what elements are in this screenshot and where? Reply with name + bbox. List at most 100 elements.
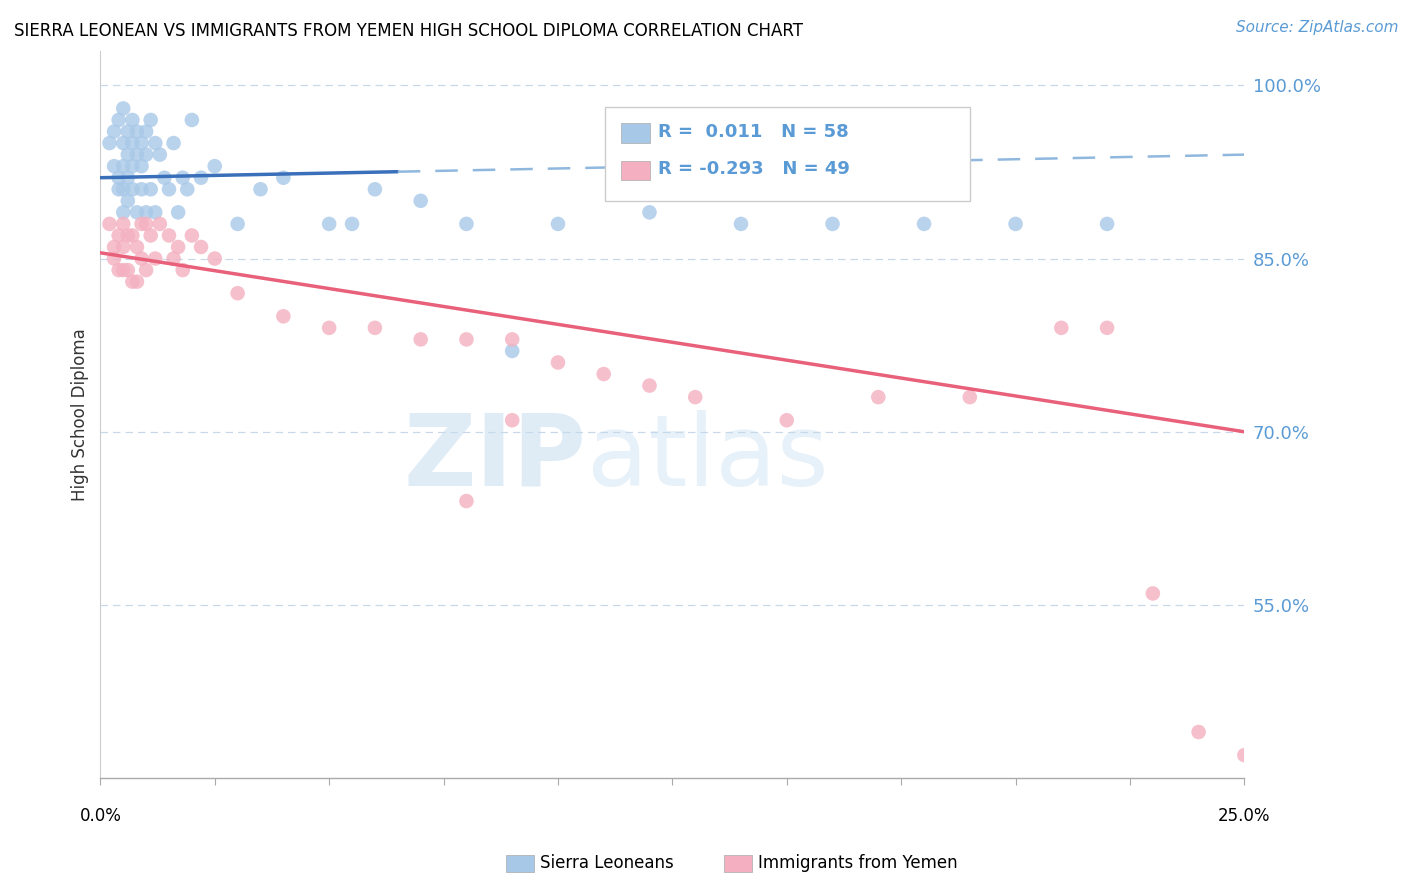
Point <box>364 182 387 196</box>
Point <box>112 136 135 150</box>
Point <box>273 170 295 185</box>
Point <box>730 217 752 231</box>
Point <box>121 159 143 173</box>
Point <box>157 182 180 196</box>
Point <box>107 182 129 196</box>
Point <box>1095 321 1118 335</box>
Point <box>172 263 194 277</box>
Point <box>139 182 162 196</box>
Text: atlas: atlas <box>586 409 828 507</box>
Point <box>135 124 157 138</box>
Point <box>117 124 139 138</box>
Point <box>107 228 129 243</box>
Point <box>135 263 157 277</box>
Point <box>112 182 135 196</box>
Point <box>456 217 478 231</box>
Point <box>131 217 153 231</box>
Point <box>340 217 363 231</box>
Point <box>103 240 125 254</box>
Point <box>409 194 432 208</box>
Point <box>547 217 569 231</box>
Point <box>409 332 432 346</box>
Point <box>226 217 249 231</box>
Text: Source: ZipAtlas.com: Source: ZipAtlas.com <box>1236 20 1399 35</box>
Text: SIERRA LEONEAN VS IMMIGRANTS FROM YEMEN HIGH SCHOOL DIPLOMA CORRELATION CHART: SIERRA LEONEAN VS IMMIGRANTS FROM YEMEN … <box>14 22 803 40</box>
Point <box>1050 321 1073 335</box>
Point <box>139 112 162 127</box>
Point <box>153 170 176 185</box>
Point <box>547 355 569 369</box>
Point <box>125 240 148 254</box>
Point <box>117 228 139 243</box>
Point <box>131 159 153 173</box>
Point <box>103 252 125 266</box>
Point <box>190 240 212 254</box>
Point <box>638 205 661 219</box>
Point <box>1142 586 1164 600</box>
Point <box>162 252 184 266</box>
Point <box>1233 748 1256 763</box>
Point <box>1095 217 1118 231</box>
Point <box>98 217 121 231</box>
Point <box>121 112 143 127</box>
Point <box>125 124 148 138</box>
Point <box>273 310 295 324</box>
Point <box>149 147 172 161</box>
Point <box>868 390 890 404</box>
Point <box>180 112 202 127</box>
Point <box>176 182 198 196</box>
Point <box>107 170 129 185</box>
Point <box>821 217 844 231</box>
Point <box>501 413 523 427</box>
Point <box>157 228 180 243</box>
Point <box>125 205 148 219</box>
Point <box>112 159 135 173</box>
Point <box>190 170 212 185</box>
Point <box>117 263 139 277</box>
Point <box>318 217 340 231</box>
Point <box>318 321 340 335</box>
Point <box>501 332 523 346</box>
Point <box>143 252 166 266</box>
Point <box>249 182 271 196</box>
Point <box>501 343 523 358</box>
Point <box>107 112 129 127</box>
Point <box>592 367 614 381</box>
Point <box>172 170 194 185</box>
Point <box>121 275 143 289</box>
Point <box>125 275 148 289</box>
Point <box>638 378 661 392</box>
Point <box>1187 725 1209 739</box>
Point <box>143 136 166 150</box>
Point <box>456 332 478 346</box>
Point <box>112 240 135 254</box>
Text: ZIP: ZIP <box>404 409 586 507</box>
Point <box>117 194 139 208</box>
Point <box>135 217 157 231</box>
Point <box>131 182 153 196</box>
Point <box>776 413 799 427</box>
Text: 25.0%: 25.0% <box>1218 807 1271 825</box>
Point <box>112 102 135 116</box>
Point <box>683 390 706 404</box>
Point <box>135 147 157 161</box>
Y-axis label: High School Diploma: High School Diploma <box>72 328 89 500</box>
Point <box>139 228 162 243</box>
Point <box>131 252 153 266</box>
Point <box>959 390 981 404</box>
Point <box>226 286 249 301</box>
Point <box>912 217 935 231</box>
Point <box>143 205 166 219</box>
Text: 0.0%: 0.0% <box>79 807 121 825</box>
Point <box>107 263 129 277</box>
Point <box>364 321 387 335</box>
Point <box>98 136 121 150</box>
Point <box>125 147 148 161</box>
Point <box>117 147 139 161</box>
Point <box>112 205 135 219</box>
Point <box>121 228 143 243</box>
Point <box>162 136 184 150</box>
Point <box>149 217 172 231</box>
Point <box>180 228 202 243</box>
Point <box>456 494 478 508</box>
